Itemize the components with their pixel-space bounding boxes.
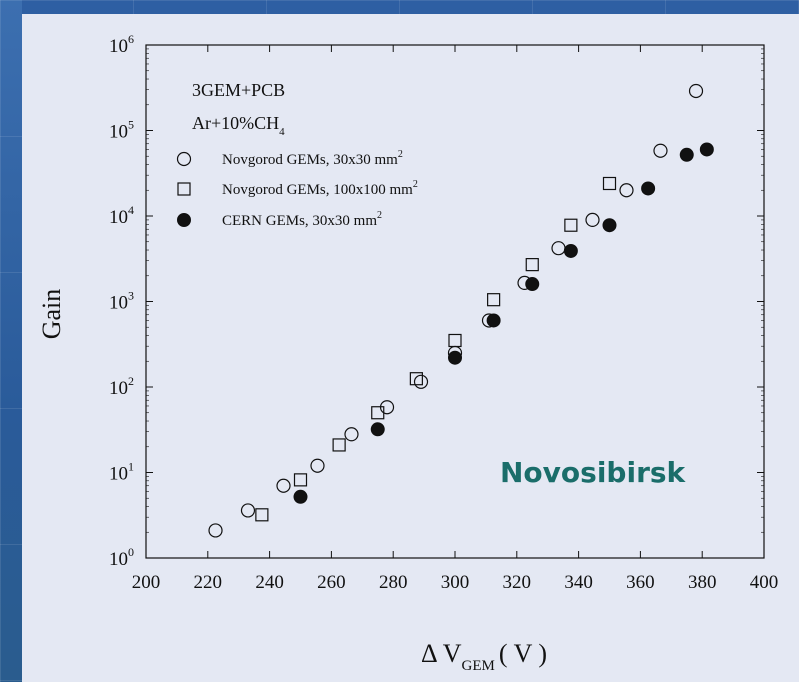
slide-left-band <box>0 0 22 682</box>
x-tick-label: 280 <box>379 572 408 593</box>
gas-mixture: Ar+10%CH <box>192 113 279 133</box>
y-tick-label: 102 <box>109 374 134 399</box>
data-point <box>619 183 634 198</box>
legend-entry: Novgorod GEMs, 30x30 mm2 <box>222 149 403 168</box>
y-tick-base: 10 <box>109 378 128 399</box>
y-tick-base: 10 <box>109 293 128 314</box>
y-tick-exponent: 6 <box>128 32 134 46</box>
data-point <box>679 147 694 162</box>
y-tick-label: 104 <box>109 203 134 228</box>
y-tick-label: 101 <box>109 460 134 485</box>
data-point <box>240 503 256 518</box>
data-point <box>699 142 714 157</box>
data-point <box>344 427 359 442</box>
x-tick-label: 240 <box>255 572 284 593</box>
x-axis-title-main: Δ V <box>421 639 462 668</box>
data-point <box>332 438 346 452</box>
data-point <box>653 143 668 158</box>
legend-entry: CERN GEMs, 30x30 mm2 <box>222 210 382 229</box>
legend-marker <box>177 182 191 196</box>
y-tick-base: 10 <box>109 122 128 143</box>
x-tick-label: 260 <box>317 572 346 593</box>
x-tick-label: 340 <box>564 572 593 593</box>
y-tick-base: 10 <box>109 549 128 570</box>
legend-entry-label: CERN GEMs, 30x30 mm <box>222 213 377 229</box>
data-point <box>688 83 704 99</box>
y-tick-exponent: 4 <box>128 203 134 217</box>
data-point <box>371 406 385 420</box>
y-tick-base: 10 <box>109 207 128 228</box>
data-point <box>641 181 656 196</box>
x-axis-title: Δ VGEM( V ) <box>421 639 547 674</box>
data-point <box>486 313 501 328</box>
data-point <box>208 523 223 538</box>
data-point <box>525 277 540 292</box>
y-tick-label: 100 <box>109 545 134 570</box>
x-axis-title-sub: GEM <box>462 658 495 674</box>
gain-chart: 200 220 240 260 280 300 320 340 360 380 4001001011… <box>37 32 778 674</box>
data-point <box>585 212 600 228</box>
data-point <box>602 176 617 191</box>
data-point <box>409 372 423 386</box>
series-filled-circle <box>293 142 714 504</box>
y-tick-exponent: 3 <box>128 289 134 303</box>
data-point <box>525 258 539 272</box>
gas-mixture-subscript: 4 <box>279 126 285 138</box>
y-tick-label: 105 <box>109 118 134 143</box>
x-tick-label: 200 <box>132 572 161 593</box>
legend-marker <box>177 213 191 227</box>
legend-entry-label: Novgorod GEMs, 30x30 mm <box>222 152 398 168</box>
legend-header-config: 3GEM+PCB <box>192 80 285 100</box>
data-point <box>370 422 385 437</box>
x-tick-label: 300 <box>441 572 470 593</box>
data-point <box>448 350 462 365</box>
y-tick-base: 10 <box>109 464 128 485</box>
data-point <box>293 489 308 504</box>
y-tick-exponent: 5 <box>128 118 134 132</box>
legend-header-gas: Ar+10%CH4 <box>192 113 285 138</box>
data-point <box>563 243 578 258</box>
y-axis-title: Gain <box>37 289 66 340</box>
y-tick-exponent: 1 <box>128 460 134 474</box>
data-points <box>208 83 714 538</box>
novosibirsk-label: Novosibirsk <box>500 456 687 489</box>
data-point <box>413 374 429 389</box>
y-tick-exponent: 2 <box>128 374 134 388</box>
legend-entry-superscript: 2 <box>413 179 418 190</box>
legend-entry-label: Novgorod GEMs, 100x100 mm <box>222 182 413 198</box>
x-tick-label: 220 <box>194 572 223 593</box>
y-tick-exponent: 0 <box>128 545 134 559</box>
data-point <box>487 293 501 307</box>
axis-ticks <box>145 44 765 559</box>
data-point <box>564 218 578 232</box>
legend-entry-superscript: 2 <box>398 149 403 160</box>
plot-panel <box>22 14 799 682</box>
x-tick-label: 380 <box>688 572 717 593</box>
data-point <box>448 333 462 348</box>
data-point <box>293 473 308 487</box>
data-point <box>255 508 269 522</box>
y-tick-base: 10 <box>109 36 128 57</box>
legend-entry: Novgorod GEMs, 100x100 mm2 <box>222 179 418 198</box>
legend-marker <box>176 151 192 167</box>
data-point <box>276 478 291 493</box>
y-tick-label: 106 <box>109 32 134 57</box>
x-axis-title-unit: ( V ) <box>499 639 547 668</box>
x-tick-label: 400 <box>750 572 779 593</box>
y-tick-label: 103 <box>109 289 134 314</box>
data-point <box>551 241 566 256</box>
tick-labels: 200 220 240 260 280 300 320 340 360 380 4001001011… <box>109 32 778 593</box>
data-point <box>602 218 617 233</box>
legend-entry-superscript: 2 <box>377 210 382 221</box>
x-tick-label: 320 <box>503 572 532 593</box>
data-point <box>310 458 325 473</box>
legend: 3GEM+PCB Ar+10%CH4 Novgorod GEMs, 30x30 mm… <box>176 80 418 229</box>
series-open-square <box>255 176 617 522</box>
x-tick-label: 360 <box>626 572 655 593</box>
